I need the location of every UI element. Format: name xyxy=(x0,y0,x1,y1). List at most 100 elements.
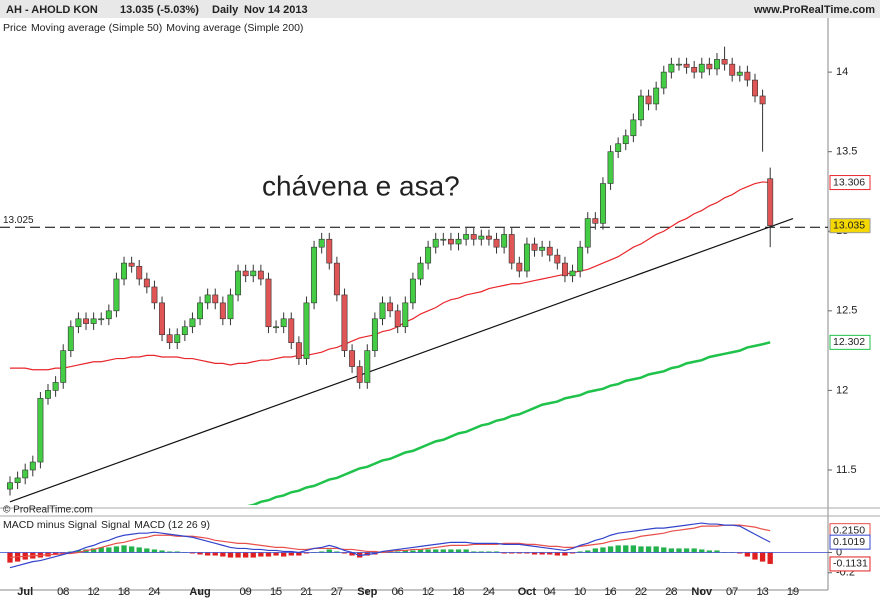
header-bar xyxy=(0,0,880,18)
histogram-bar xyxy=(455,549,462,553)
legend-entry: MACD (12 26 9) xyxy=(134,519,210,531)
histogram-bar xyxy=(303,552,310,554)
candle-body xyxy=(622,135,629,145)
candle-body xyxy=(402,302,409,328)
histogram-bar xyxy=(159,550,165,553)
x-tick-label: 07 xyxy=(726,586,738,598)
histogram-bar xyxy=(478,551,484,553)
candle-body xyxy=(52,382,59,391)
candle-body xyxy=(607,151,614,184)
candle-body xyxy=(577,246,584,272)
candle-body xyxy=(174,334,181,343)
candle-body xyxy=(546,246,553,256)
value-box xyxy=(829,334,871,350)
candle-body xyxy=(235,270,242,296)
x-tick-label: Sep xyxy=(357,586,377,598)
histogram-bar xyxy=(767,552,773,564)
histogram-bar xyxy=(714,550,720,553)
candle-body xyxy=(318,238,325,248)
histogram-bar xyxy=(615,545,621,553)
value-box-label: 12.302 xyxy=(833,336,865,348)
histogram-bar xyxy=(204,552,211,556)
histogram-bar xyxy=(638,546,644,553)
x-tick-label: Jul xyxy=(17,586,33,598)
histogram-bar xyxy=(440,549,446,553)
candle-body xyxy=(744,71,751,81)
candle-body xyxy=(569,270,576,277)
candle-body xyxy=(683,63,690,68)
histogram-bar xyxy=(501,552,507,554)
histogram-bar xyxy=(128,546,135,553)
histogram-bar xyxy=(592,548,599,553)
histogram-bar xyxy=(744,552,751,557)
candle-body xyxy=(22,469,29,479)
histogram-bar xyxy=(296,552,302,556)
candle-body xyxy=(75,318,82,328)
candle-body xyxy=(387,302,394,312)
candle-body xyxy=(356,366,363,383)
value-box xyxy=(829,218,871,234)
candle-body xyxy=(394,310,401,328)
candle-body xyxy=(698,63,705,73)
x-tick-label: 19 xyxy=(787,586,799,598)
histogram-bar xyxy=(433,549,439,553)
histogram-bar xyxy=(509,552,515,554)
histogram-bar xyxy=(752,552,758,560)
histogram-bar xyxy=(144,548,150,553)
legend-entry: MACD minus Signal xyxy=(3,519,97,531)
histogram-bar xyxy=(402,550,408,553)
histogram-bar xyxy=(645,546,652,553)
x-tick-label: 16 xyxy=(604,586,616,598)
macd-plot xyxy=(0,522,828,569)
candle-body xyxy=(447,238,454,245)
series-line xyxy=(9,522,771,569)
period: Daily xyxy=(212,4,239,16)
copyright: © ProRealTime.com xyxy=(3,505,93,516)
candle-body xyxy=(181,326,188,336)
candle-body xyxy=(470,234,477,240)
candle-body xyxy=(90,318,97,324)
value-box-label: 13.306 xyxy=(833,176,865,188)
candle-body xyxy=(599,183,606,224)
quote: 13.035 (-5.03%) xyxy=(120,4,199,16)
histogram-bar xyxy=(288,552,294,556)
candle-body xyxy=(485,235,492,240)
candle-body xyxy=(83,318,89,324)
site: www.ProRealTime.com xyxy=(753,4,875,16)
x-tick-label: 12 xyxy=(87,586,99,598)
candle-body xyxy=(714,59,720,70)
candle-body xyxy=(295,342,302,359)
histogram-bar xyxy=(326,549,332,553)
candle-body xyxy=(311,246,318,304)
histogram-bar xyxy=(113,546,120,553)
candle-body xyxy=(539,246,546,251)
histogram-bar xyxy=(737,552,743,554)
candle-body xyxy=(265,278,272,328)
candle-body xyxy=(440,238,447,241)
histogram-bar xyxy=(691,548,697,553)
candle-body xyxy=(516,262,523,272)
candle-body xyxy=(478,235,485,240)
candle-body xyxy=(105,310,112,320)
candle-body xyxy=(638,95,644,121)
candle-body xyxy=(151,286,158,304)
histogram-bar xyxy=(227,552,234,558)
candle-body xyxy=(653,87,660,105)
candle-body xyxy=(288,318,295,343)
histogram-bar xyxy=(547,552,553,555)
histogram-bar xyxy=(699,549,705,553)
histogram-bar xyxy=(319,551,325,553)
candle-body xyxy=(204,294,211,304)
candle-body xyxy=(7,482,13,490)
value-box-label: 0.1019 xyxy=(833,536,865,548)
candle-body xyxy=(98,318,105,321)
series-line xyxy=(10,181,771,371)
x-tick-label: Aug xyxy=(189,586,210,598)
histogram-bar xyxy=(341,552,348,554)
histogram-bar xyxy=(98,547,104,553)
candle-body xyxy=(592,218,599,224)
histogram-bar xyxy=(273,552,279,556)
candle-body xyxy=(729,63,736,76)
histogram-bar xyxy=(577,551,583,553)
